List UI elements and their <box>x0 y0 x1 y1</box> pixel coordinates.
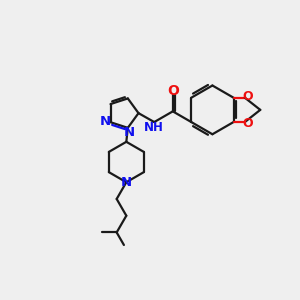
Text: N: N <box>100 115 111 128</box>
Text: N: N <box>123 125 135 139</box>
Text: NH: NH <box>144 121 164 134</box>
Text: O: O <box>243 90 254 103</box>
Text: O: O <box>243 117 254 130</box>
Text: O: O <box>167 84 179 98</box>
Text: N: N <box>121 176 132 189</box>
